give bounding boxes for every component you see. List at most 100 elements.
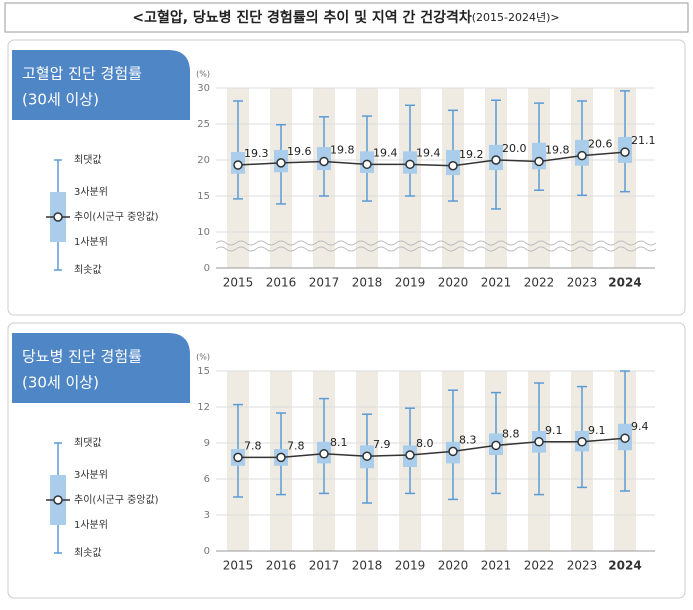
legend-dot bbox=[53, 212, 63, 222]
median-dot bbox=[534, 156, 544, 167]
value-label: 19.8 bbox=[330, 143, 355, 156]
x-tick-label: 2023 bbox=[567, 559, 598, 573]
x-tick-label: 2020 bbox=[438, 276, 469, 290]
axis-break bbox=[215, 246, 657, 252]
y-tick-label: 15 bbox=[197, 191, 210, 202]
median-dot bbox=[233, 160, 243, 170]
x-tick-label: 2024 bbox=[608, 559, 641, 573]
x-tick-label: 2021 bbox=[481, 276, 512, 290]
legend-label: 1사분위 bbox=[74, 518, 108, 531]
x-tick-label: 2019 bbox=[395, 276, 426, 290]
panel-subtitle: (30세 이상) bbox=[22, 91, 99, 109]
legend-label: 추이(시군구 중앙값) bbox=[74, 494, 159, 506]
median-dot bbox=[233, 452, 243, 463]
x-tick-label: 2017 bbox=[309, 276, 340, 290]
value-label: 8.8 bbox=[502, 427, 520, 440]
y-tick-label: 10 bbox=[197, 227, 210, 238]
value-label: 19.2 bbox=[459, 148, 484, 161]
y-tick-label: 25 bbox=[197, 119, 210, 130]
value-label: 19.8 bbox=[545, 143, 570, 156]
value-label: 9.4 bbox=[631, 420, 649, 433]
value-label: 7.8 bbox=[244, 439, 262, 452]
median-dot bbox=[362, 451, 372, 461]
y-tick-label: 0 bbox=[204, 263, 210, 274]
y-tick-label: 3 bbox=[204, 510, 210, 521]
x-tick-label: 2016 bbox=[266, 559, 297, 573]
x-tick-label: 2019 bbox=[395, 559, 426, 573]
y-tick-label: 12 bbox=[197, 402, 210, 413]
legend-label: 3사분위 bbox=[74, 468, 108, 481]
panel-title: 고혈압 진단 경험률 bbox=[22, 65, 142, 83]
x-tick-label: 2023 bbox=[567, 276, 598, 290]
median-dot bbox=[620, 147, 630, 157]
title-box bbox=[12, 50, 190, 120]
median-dot bbox=[534, 437, 544, 447]
median-line bbox=[238, 437, 626, 459]
legend-label: 추이(시군구 중앙값) bbox=[74, 211, 159, 223]
title-suffix: (2015-2024년)> bbox=[472, 11, 560, 24]
legend-label: 최댓값 bbox=[74, 154, 102, 166]
median-line bbox=[237, 151, 626, 167]
x-tick-label: 2018 bbox=[352, 559, 383, 573]
panel-title: 당뇨병 진단 경험률 bbox=[22, 348, 142, 366]
x-tick-label: 2020 bbox=[438, 559, 469, 573]
value-label: 19.4 bbox=[373, 146, 398, 159]
x-tick-label: 2018 bbox=[352, 276, 383, 290]
y-tick-label: 20 bbox=[197, 155, 210, 166]
value-label: 8.3 bbox=[459, 433, 477, 446]
median-dot bbox=[491, 155, 501, 165]
median-dot bbox=[405, 159, 415, 170]
y-tick-label: 15 bbox=[197, 366, 210, 377]
title-frame bbox=[4, 2, 689, 33]
median-dot bbox=[319, 156, 329, 167]
value-label: 8.0 bbox=[416, 437, 434, 450]
value-label: 19.3 bbox=[244, 147, 269, 160]
title-box bbox=[12, 333, 190, 403]
value-label: 7.9 bbox=[373, 438, 391, 451]
median-dot bbox=[577, 150, 587, 161]
x-tick-label: 2024 bbox=[608, 276, 641, 290]
value-label: 19.6 bbox=[287, 145, 312, 158]
x-tick-label: 2016 bbox=[266, 276, 297, 290]
median-dot bbox=[577, 437, 587, 447]
value-label: 9.1 bbox=[588, 424, 606, 437]
median-dot bbox=[276, 158, 286, 168]
median-dot bbox=[620, 433, 630, 443]
legend-label: 1사분위 bbox=[74, 235, 108, 248]
x-tick-label: 2022 bbox=[524, 276, 555, 290]
x-tick-label: 2015 bbox=[223, 559, 254, 573]
legend-label: 최댓값 bbox=[74, 437, 102, 449]
x-tick-label: 2022 bbox=[524, 559, 555, 573]
x-tick-label: 2021 bbox=[481, 559, 512, 573]
value-label: 9.1 bbox=[545, 424, 563, 437]
legend-label: 3사분위 bbox=[74, 185, 108, 198]
value-label: 19.4 bbox=[416, 146, 441, 159]
y-tick-label: 9 bbox=[204, 438, 210, 449]
value-label: 21.1 bbox=[631, 134, 656, 147]
median-dot bbox=[319, 449, 329, 459]
page-title: <고혈압, 당뇨병 진단 경험률의 추이 및 지역 간 건강격차(2015-20… bbox=[132, 9, 559, 26]
median-dot bbox=[276, 452, 286, 463]
median-dot bbox=[448, 446, 458, 457]
value-label: 7.8 bbox=[287, 439, 305, 452]
x-tick-label: 2017 bbox=[309, 559, 340, 573]
title-main: <고혈압, 당뇨병 진단 경험률의 추이 및 지역 간 건강격차 bbox=[132, 9, 472, 26]
y-unit: (%) bbox=[196, 353, 210, 362]
y-tick-label: 6 bbox=[204, 474, 210, 485]
y-tick-label: 30 bbox=[197, 83, 210, 94]
legend-label: 최솟값 bbox=[74, 264, 102, 276]
median-dot bbox=[405, 450, 415, 460]
median-dot bbox=[362, 159, 372, 170]
y-tick-label: 0 bbox=[204, 546, 210, 557]
legend-label: 최솟값 bbox=[74, 547, 102, 559]
x-tick-label: 2015 bbox=[223, 276, 254, 290]
value-label: 20.6 bbox=[588, 138, 613, 151]
legend-dot bbox=[53, 495, 63, 505]
median-dot bbox=[491, 440, 501, 451]
axis-break bbox=[215, 240, 657, 246]
value-label: 8.1 bbox=[330, 436, 348, 449]
value-label: 20.0 bbox=[502, 142, 527, 155]
panel-subtitle: (30세 이상) bbox=[22, 374, 99, 392]
median-dot bbox=[448, 161, 458, 171]
